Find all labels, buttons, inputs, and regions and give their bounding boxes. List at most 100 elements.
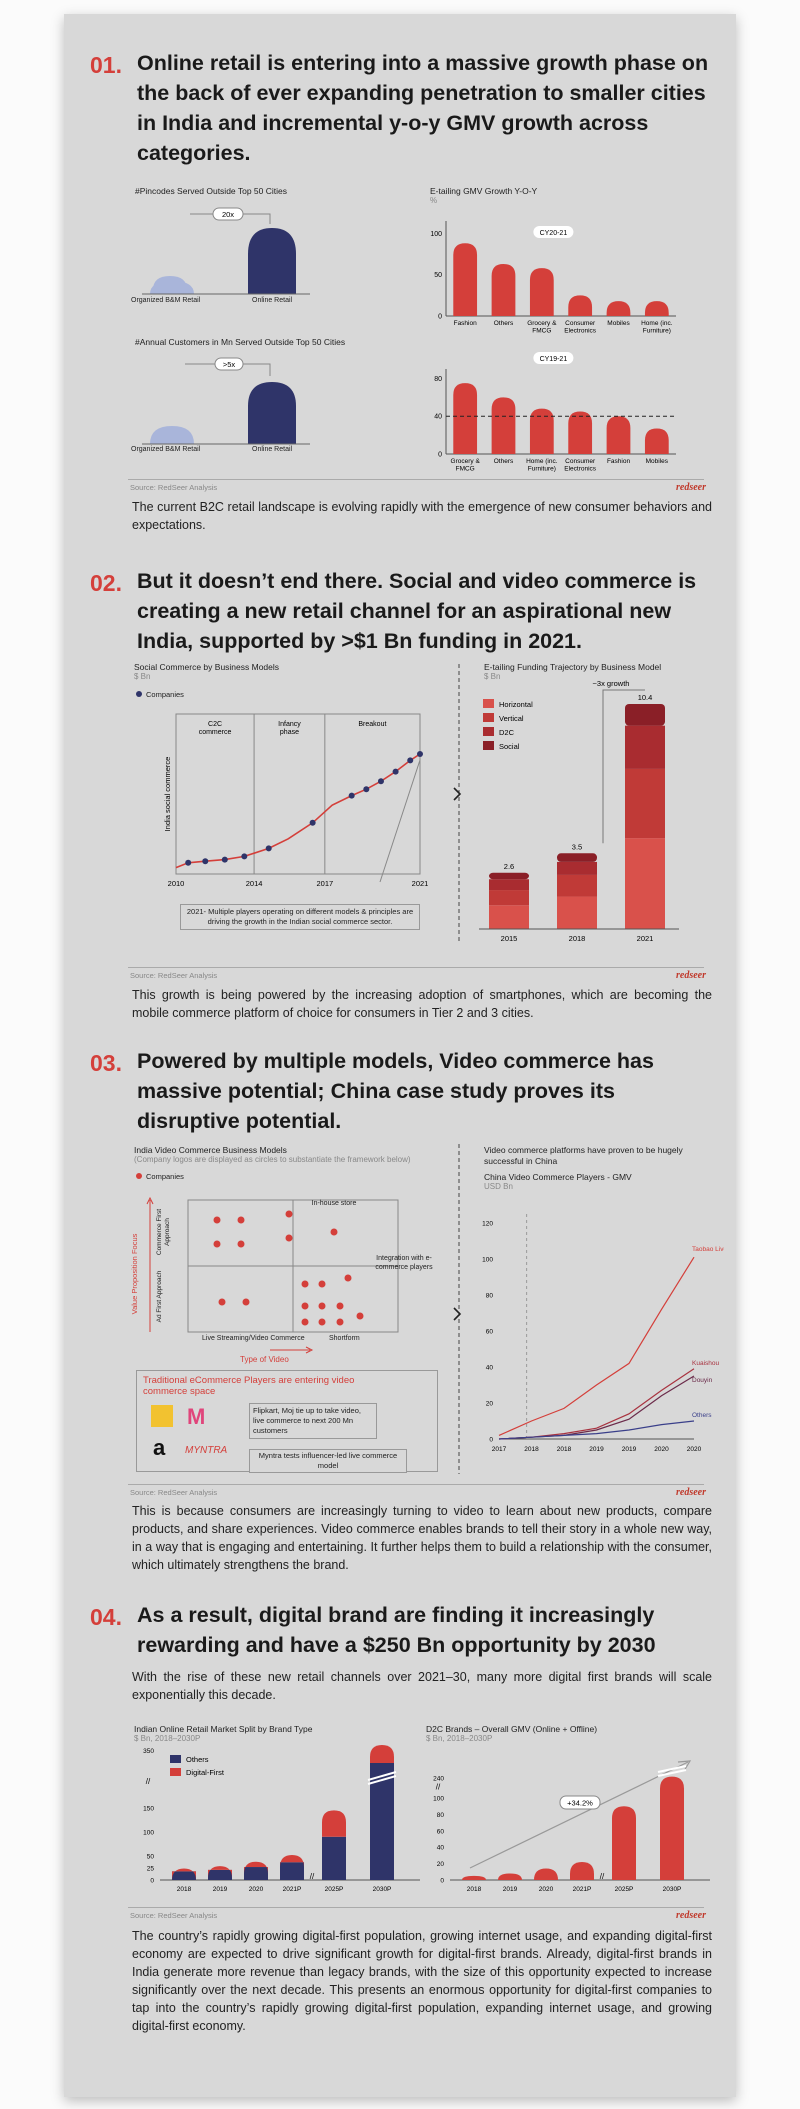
- d2c-bar-2: [534, 1868, 558, 1880]
- funding-total-label: 3.5: [572, 842, 582, 851]
- funding-x-tick: 2021: [637, 934, 654, 943]
- china-title: China Video Commerce Players - GMV: [484, 1172, 632, 1182]
- section-4-number: 04.: [90, 1604, 122, 1630]
- section-2-divider: [453, 664, 462, 944]
- phase-label: Breakout: [358, 721, 386, 728]
- d2c-x-tick: 2020: [539, 1886, 554, 1893]
- section-4-brand-logo: redseer: [676, 1910, 706, 1921]
- split-bar-others: [208, 1869, 232, 1880]
- gmv-bar-0: [453, 383, 478, 454]
- x-axis-left-label: Live Streaming/Video Commerce: [202, 1335, 305, 1342]
- video-models-matrix: [146, 1196, 399, 1354]
- china-y-tick: 40: [486, 1365, 494, 1372]
- split-y-tick: 50: [147, 1854, 155, 1861]
- gmv-bar-2: [529, 408, 554, 454]
- section-1-brand-logo: redseer: [676, 482, 706, 493]
- social-x-tick: 2010: [168, 879, 185, 888]
- funding-bar-segment: [489, 879, 529, 891]
- x-axis-outer-label: Type of Video: [240, 1355, 289, 1364]
- funding-bar-segment: [625, 704, 665, 726]
- social-company-dot: [309, 819, 316, 826]
- phase-label: commerce: [199, 729, 232, 736]
- d2c-y-tick: 60: [437, 1828, 445, 1835]
- gmv-series-label: CY19-21: [540, 356, 568, 363]
- china-series-label: Taobao Live: [692, 1246, 724, 1253]
- gmv-bar-1: [491, 263, 516, 316]
- split-x-tick: 2030P: [373, 1886, 392, 1893]
- funding-legend-swatch: [483, 741, 494, 750]
- myntra-note: Myntra tests influencer-led live commerc…: [249, 1449, 407, 1473]
- gmv-bar-0: [453, 243, 478, 316]
- social-y-label: India social commerce: [163, 757, 172, 832]
- china-y-tick: 120: [482, 1221, 493, 1228]
- funding-bar-segment: [625, 725, 665, 769]
- video-models-subtitle: (Company logos are displayed as circles …: [134, 1155, 411, 1164]
- pincodes-title: #Pincodes Served Outside Top 50 Cities: [135, 186, 287, 196]
- section-2-paragraph: This growth is being powered by the incr…: [132, 988, 712, 1020]
- section-2-number: 02.: [90, 570, 122, 596]
- funding-growth-label: ~3x growth: [593, 679, 630, 688]
- split-x-tick: 2025P: [325, 1886, 344, 1893]
- china-x-tick: 2019: [589, 1446, 604, 1453]
- split-y-tick: 25: [147, 1866, 155, 1873]
- section-3-number: 03.: [90, 1050, 122, 1076]
- split-x-tick: 2018: [177, 1886, 192, 1893]
- gmv-y-tick: 50: [434, 272, 442, 279]
- split-bar-others: [172, 1871, 196, 1880]
- infographic-card: 01. Online retail is entering into a mas…: [64, 14, 736, 2097]
- gmv-y-tick: 0: [438, 314, 442, 321]
- d2c-y-tick: 20: [437, 1861, 445, 1868]
- funding-legend-label: Social: [499, 742, 520, 751]
- quadrant-integration: Integration with e-commerce players: [375, 1255, 433, 1271]
- funding-total-label: 2.6: [504, 862, 514, 871]
- gmv-bar-2: [529, 268, 554, 316]
- funding-bar-segment: [489, 905, 529, 929]
- funding-x-tick: 2015: [501, 934, 518, 943]
- flipkart-logo: [151, 1405, 173, 1427]
- gmv-category-label: Grocery & FMCG: [451, 458, 481, 473]
- split-bar-others: [244, 1867, 268, 1880]
- d2c-cagr-arrow: [469, 1761, 689, 1869]
- funding-bar-segment: [557, 896, 597, 929]
- gmv-bar-1: [491, 397, 516, 454]
- gmv-chart-cy19-21: 0 40 80 CY19-21 Grocery & FMCG Others Home (inc…: [434, 352, 676, 473]
- gmv-category-label: Fashion: [454, 320, 478, 327]
- gmv-category-label: Home (inc. Furniture): [526, 458, 558, 473]
- split-legend-label: Others: [186, 1755, 209, 1764]
- section-3-heading: Powered by multiple models, Video commer…: [137, 1049, 654, 1133]
- funding-legend-label: D2C: [499, 728, 515, 737]
- pincodes-bm-label: Organized B&M Retail: [131, 297, 201, 304]
- split-bar-digital: [370, 1745, 394, 1763]
- split-y-tick: 350: [143, 1748, 154, 1755]
- customers-chart: >5x: [142, 357, 310, 445]
- china-y-tick: 60: [486, 1329, 494, 1336]
- china-line-3: [498, 1420, 695, 1440]
- d2c-x-tick: 2030P: [663, 1886, 682, 1893]
- funding-unit: $ Bn: [484, 672, 501, 681]
- bar-break-mark: [657, 1765, 687, 1777]
- section-4-intro: With the rise of these new retail channe…: [132, 1670, 712, 1702]
- social-frame: [175, 713, 421, 875]
- china-series-label: Kuaishou: [692, 1360, 719, 1367]
- social-company-dot: [392, 768, 399, 775]
- customers-online-label: Online Retail: [252, 446, 293, 453]
- funding-bar-segment: [625, 838, 665, 929]
- china-unit: USD Bn: [484, 1182, 513, 1191]
- china-preamble: Video commerce platforms have proven to …: [484, 1145, 683, 1166]
- section-3-paragraph: This is because consumers are increasing…: [132, 1504, 712, 1572]
- china-y-tick: 100: [482, 1257, 493, 1264]
- split-x-tick: 2021P: [283, 1886, 302, 1893]
- social-company-dot: [241, 853, 248, 860]
- d2c-unit: $ Bn, 2018–2030P: [426, 1734, 493, 1743]
- section-4-source: Source: RedSeer Analysis: [130, 1911, 218, 1920]
- funding-legend-swatch: [483, 727, 494, 736]
- section-2-rule: [128, 967, 704, 968]
- funding-title: E-tailing Funding Trajectory by Business…: [484, 662, 662, 672]
- china-gmv-chart: 0 20 40 60 80 100 120 2017 2018 2018 2019 2019 2020 2…: [482, 1214, 724, 1453]
- video-models-legend: Companies: [136, 1172, 184, 1181]
- d2c-cagr-badge: [559, 1795, 601, 1810]
- customers-multiplier: >5x: [223, 360, 236, 369]
- gmv-y-tick: 100: [430, 231, 442, 238]
- traditional-players-title: Traditional eCommerce Players are enteri…: [143, 1375, 355, 1397]
